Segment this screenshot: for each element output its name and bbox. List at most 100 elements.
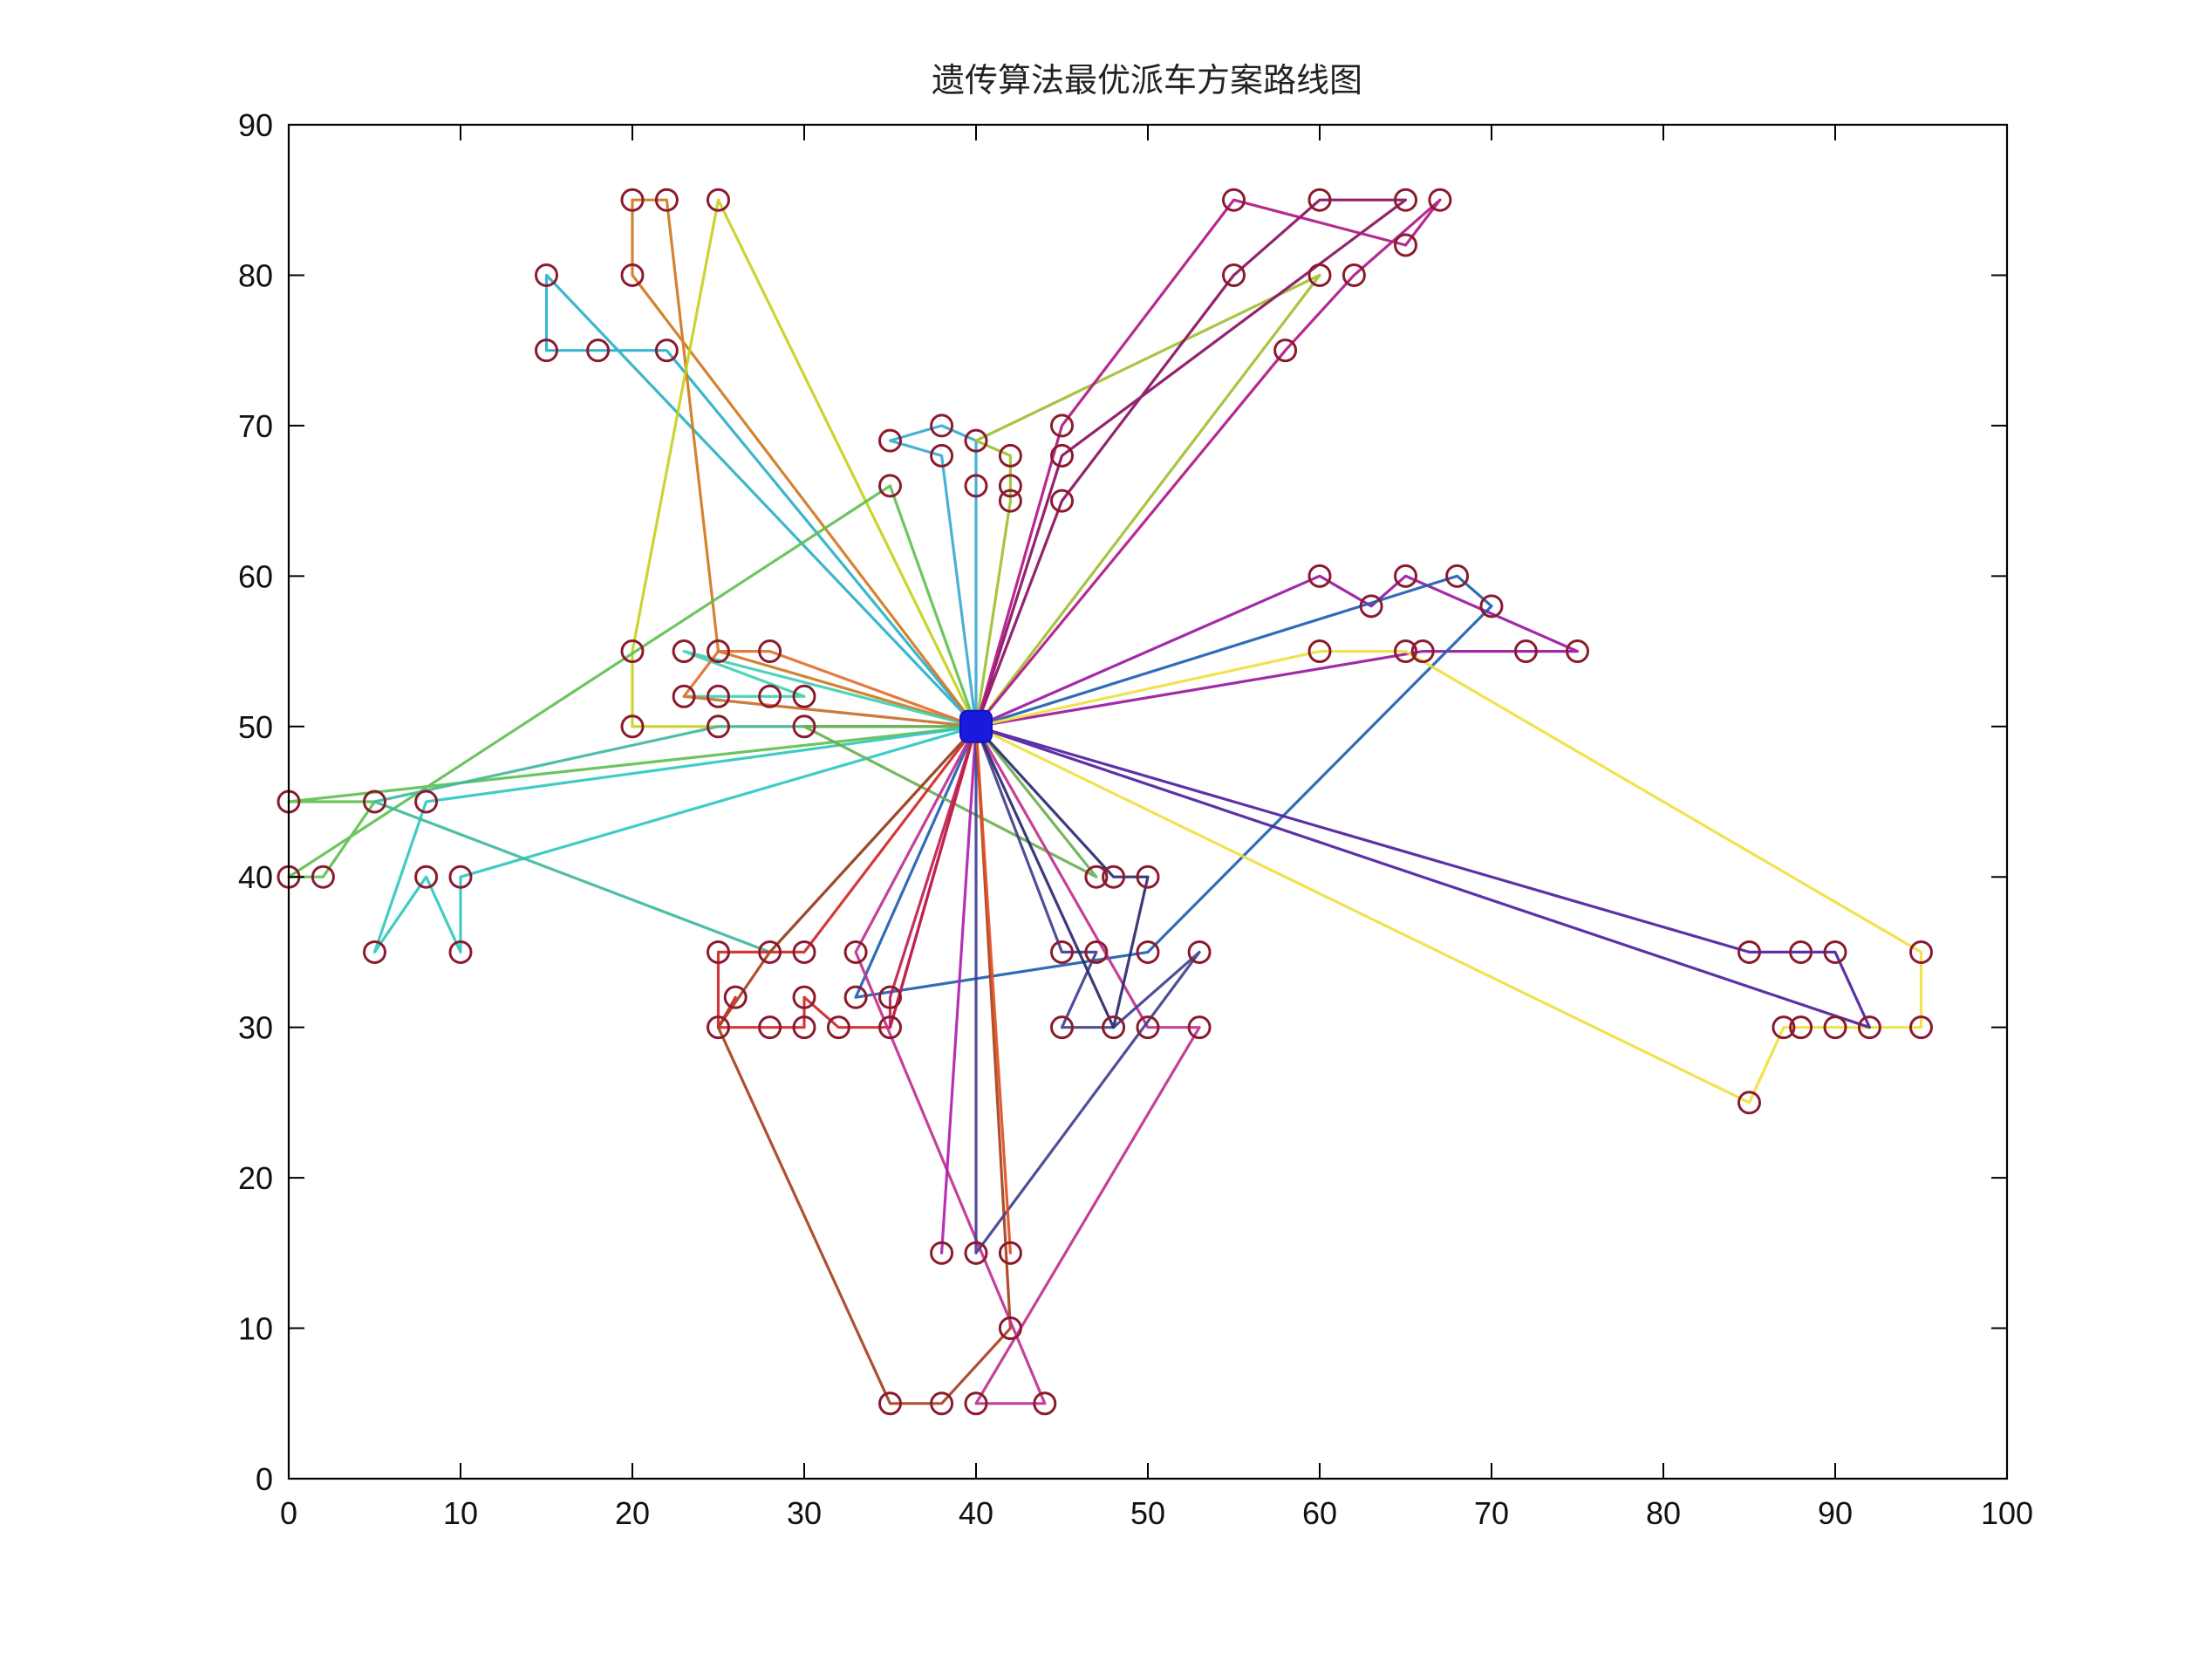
customer-point-90 — [1187, 1015, 1212, 1040]
customer-point-20 — [1307, 263, 1332, 287]
customer-point-84 — [878, 1391, 902, 1416]
customer-point-50 — [1738, 940, 1761, 964]
customer-point-11 — [620, 714, 645, 739]
customer-point-101 — [1136, 865, 1160, 889]
customer-point-87 — [843, 940, 868, 964]
customer-point-44 — [1909, 940, 1933, 964]
y-axis-ticks: 0 10 20 30 40 50 60 70 80 90 — [238, 107, 2007, 1497]
y-tick-label-0: 0 — [256, 1461, 273, 1497]
customer-point-80 — [792, 985, 816, 1009]
route-line-22 — [939, 725, 978, 1254]
x-tick-label-80: 80 — [1646, 1495, 1681, 1531]
customer-point-39 — [1479, 594, 1504, 619]
customer-point-33 — [1359, 594, 1383, 619]
customer-point-86 — [998, 1316, 1022, 1341]
customer-point-96 — [1050, 1015, 1074, 1040]
x-tick-label-0: 0 — [280, 1495, 297, 1531]
y-tick-label-90: 90 — [238, 107, 273, 143]
customer-point-51 — [1789, 940, 1813, 964]
y-tick-label-50: 50 — [238, 709, 273, 745]
customer-point-36 — [1513, 639, 1538, 664]
customer-point-70 — [707, 714, 730, 739]
customer-point-16 — [930, 443, 954, 468]
customer-point-67 — [414, 865, 439, 889]
route-line-8 — [974, 574, 1580, 728]
customer-point-81 — [826, 1015, 850, 1040]
x-tick-label-70: 70 — [1474, 1495, 1509, 1531]
chart-title: 遗传算法最优派车方案路线图 — [932, 61, 1362, 99]
depot-layer — [959, 709, 993, 743]
y-tick-label-30: 30 — [238, 1010, 273, 1046]
y-tick-label-80: 80 — [238, 257, 273, 293]
customer-point-40 — [1136, 940, 1160, 964]
route-line-18 — [716, 725, 978, 1029]
customer-point-48 — [1772, 1015, 1796, 1040]
customer-point-57 — [792, 684, 816, 708]
route-line-12 — [682, 649, 978, 728]
customer-point-24 — [1394, 188, 1417, 212]
customer-point-9 — [707, 188, 730, 212]
customer-point-91 — [1136, 1015, 1160, 1040]
customer-point-30 — [1342, 263, 1366, 287]
customer-point-42 — [1307, 639, 1332, 664]
customer-point-89 — [964, 1391, 988, 1416]
y-tick-label-70: 70 — [238, 408, 273, 444]
customer-markers-layer — [276, 188, 1933, 1416]
route-line-23 — [974, 725, 1201, 1254]
customer-point-23 — [1307, 188, 1332, 212]
y-tick-label-20: 20 — [238, 1160, 273, 1196]
customer-point-12 — [964, 474, 988, 498]
route-line-21 — [854, 725, 1201, 1405]
customer-point-26 — [1050, 414, 1074, 438]
customer-point-62 — [311, 865, 335, 889]
x-tick-label-50: 50 — [1130, 1495, 1165, 1531]
customer-point-92 — [930, 1241, 954, 1265]
customer-point-55 — [707, 684, 730, 708]
customer-point-7 — [654, 188, 679, 212]
customer-point-72 — [1084, 865, 1109, 889]
customer-point-13 — [964, 428, 988, 453]
customer-point-8 — [707, 639, 730, 664]
customer-point-93 — [964, 1241, 988, 1265]
x-axis-ticks: 0 10 20 30 40 50 60 70 80 90 100 — [280, 125, 2033, 1531]
customer-point-69 — [448, 865, 473, 889]
customer-point-65 — [414, 789, 439, 814]
route-line-3 — [631, 198, 978, 728]
customer-point-71 — [758, 940, 782, 964]
customer-point-73 — [792, 714, 816, 739]
route-line-19 — [888, 725, 978, 1029]
customer-point-56 — [758, 684, 782, 708]
customer-point-34 — [1394, 564, 1417, 588]
route-line-1 — [544, 273, 978, 728]
customer-point-54 — [672, 684, 696, 708]
customer-point-45 — [1909, 1015, 1933, 1040]
customer-point-68 — [448, 940, 473, 964]
customer-point-82 — [878, 1015, 902, 1040]
customer-point-76 — [707, 1015, 730, 1040]
customer-point-63 — [363, 789, 386, 814]
x-tick-label-20: 20 — [615, 1495, 650, 1531]
customer-point-66 — [363, 940, 386, 964]
route-line-11 — [974, 725, 1871, 1029]
route-line-10 — [974, 649, 1923, 1104]
customer-point-49 — [1738, 1090, 1761, 1115]
customer-point-94 — [1187, 940, 1212, 964]
y-tick-label-60: 60 — [238, 558, 273, 594]
customer-point-53 — [1857, 1015, 1881, 1040]
customer-point-31 — [1273, 338, 1298, 363]
route-line-6 — [974, 198, 1408, 728]
customer-point-43 — [1394, 639, 1417, 664]
route-line-20 — [716, 725, 1013, 1405]
x-tick-label-90: 90 — [1818, 1495, 1853, 1531]
customer-point-2 — [535, 338, 558, 363]
customer-point-47 — [1789, 1015, 1813, 1040]
customer-point-27 — [1222, 188, 1246, 212]
customer-point-18 — [998, 474, 1022, 498]
customer-point-38 — [1445, 564, 1470, 588]
customer-point-6 — [620, 188, 645, 212]
customer-point-1 — [535, 263, 558, 287]
routes-layer — [287, 198, 1923, 1405]
customer-point-41 — [843, 985, 868, 1009]
customer-point-83 — [878, 985, 902, 1009]
